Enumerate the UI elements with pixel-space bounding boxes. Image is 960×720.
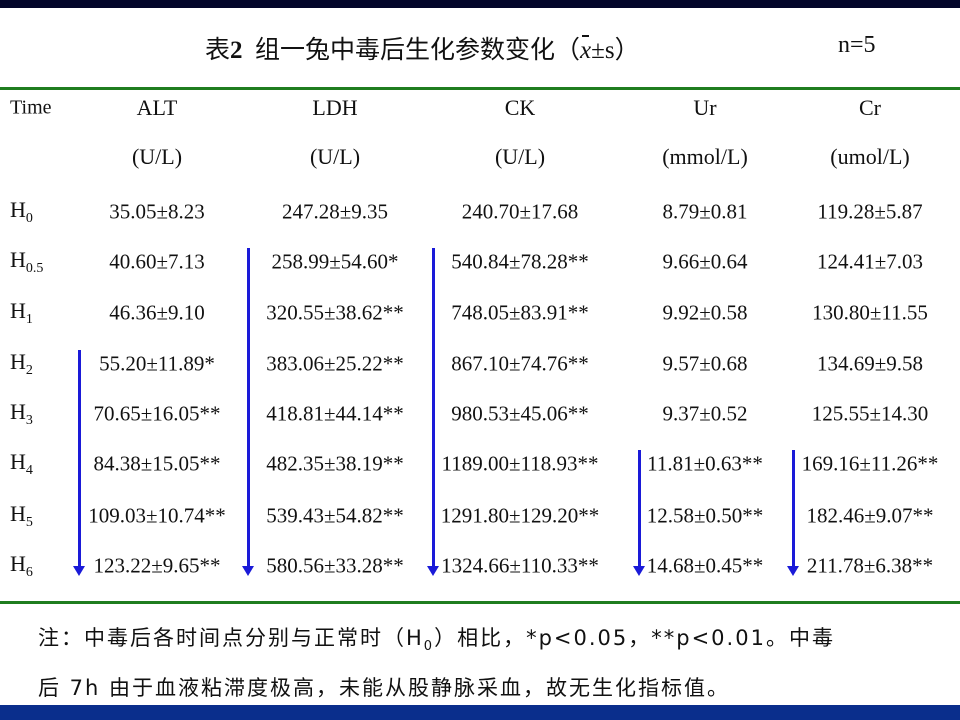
time-label: H xyxy=(10,297,26,323)
column-header-cr: Cr xyxy=(859,95,881,120)
row-time: H3 xyxy=(10,399,33,429)
row-time: H2 xyxy=(10,349,33,379)
table-cell: 84.38±15.05** xyxy=(93,451,221,476)
time-subscript: 4 xyxy=(25,463,33,479)
table-cell: 1189.00±118.93** xyxy=(441,451,599,476)
table-cell: 482.35±38.19** xyxy=(266,451,404,476)
table-cell: 70.65±16.05** xyxy=(93,401,221,426)
table-cell: 247.28±9.35 xyxy=(281,199,389,224)
title-prefix: 表 xyxy=(205,37,231,64)
time-label: H xyxy=(10,398,26,424)
row-time: H1 xyxy=(10,298,33,328)
table-cell: 383.06±25.22** xyxy=(266,351,404,376)
title-text: 组一兔中毒后生化参数变化（ xyxy=(255,37,581,64)
table-cell: 182.46±9.07** xyxy=(806,503,934,528)
trend-arrow-down-icon xyxy=(427,248,439,576)
table-cell: 134.69±9.58 xyxy=(816,351,924,376)
table-cell: 125.55±14.30 xyxy=(811,401,929,426)
column-header-ur: Ur xyxy=(693,95,717,120)
time-label: H xyxy=(10,246,26,272)
top-band xyxy=(0,0,960,8)
table-cell: 240.70±17.68 xyxy=(461,199,579,224)
trend-arrow-down-icon xyxy=(633,450,645,576)
table-cell: 169.16±11.26** xyxy=(801,451,939,476)
column-header-alt: ALT xyxy=(136,95,178,120)
time-label: H xyxy=(10,448,26,474)
note-text: ）相比，*p<0.05，**p<0.01。中毒 xyxy=(434,626,835,650)
table-cell: 258.99±54.60* xyxy=(271,249,399,274)
column-header-ck: CK xyxy=(504,95,536,120)
table-cell: 35.05±8.23 xyxy=(109,199,205,224)
bottom-band xyxy=(0,705,960,720)
table-cell: 9.66±0.64 xyxy=(662,249,748,274)
table-cell: 1291.80±129.20** xyxy=(440,503,600,528)
table-cell: 539.43±54.82** xyxy=(266,503,404,528)
row-time: H0 xyxy=(10,197,33,227)
divider-bottom xyxy=(0,601,960,604)
title-xbar: x xyxy=(580,35,592,64)
table-cell: 55.20±11.89* xyxy=(99,351,215,376)
table-cell: 8.79±0.81 xyxy=(662,199,748,224)
time-subscript: 3 xyxy=(25,413,33,429)
trend-arrow-down-icon xyxy=(73,350,85,576)
note-line-2: 后 7h 由于血液粘滞度极高，未能从股静脉采血，故无生化指标值。 xyxy=(38,676,731,700)
row-time: H6 xyxy=(10,551,33,581)
note-text: 注：中毒后各时间点分别与正常时（H xyxy=(38,626,424,650)
time-subscript: 5 xyxy=(25,515,33,531)
column-unit: (umol/L) xyxy=(830,144,910,169)
table-cell: 12.58±0.50** xyxy=(646,503,764,528)
table-cell: 11.81±0.63** xyxy=(647,451,763,476)
table-cell: 123.22±9.65** xyxy=(93,553,221,578)
table-cell: 40.60±7.13 xyxy=(109,249,205,274)
table-cell: 9.92±0.58 xyxy=(662,300,748,325)
sample-size: n=5 xyxy=(838,32,876,58)
time-label: H xyxy=(10,500,26,526)
time-subscript: 6 xyxy=(25,565,33,581)
time-subscript: 1 xyxy=(25,312,33,328)
time-subscript: 0 xyxy=(25,211,33,227)
table-cell: 211.78±6.38** xyxy=(806,553,934,578)
row-time: H4 xyxy=(10,449,33,479)
table-cell: 109.03±10.74** xyxy=(88,503,226,528)
table-cell: 119.28±5.87 xyxy=(817,199,923,224)
table-cell: 130.80±11.55 xyxy=(812,300,928,325)
time-label: H xyxy=(10,550,26,576)
row-time: H0.5 xyxy=(10,247,43,277)
table-cell: 748.05±83.91** xyxy=(451,300,589,325)
table-cell: 46.36±9.10 xyxy=(109,300,205,325)
table-cell: 540.84±78.28** xyxy=(451,249,589,274)
table-cell: 580.56±33.28** xyxy=(266,553,404,578)
table-cell: 867.10±74.76** xyxy=(451,351,589,376)
table-cell: 320.55±38.62** xyxy=(266,300,404,325)
time-subscript: 2 xyxy=(25,363,33,379)
table-cell: 9.57±0.68 xyxy=(662,351,748,376)
table-cell: 980.53±45.06** xyxy=(451,401,589,426)
table-cell: 1324.66±110.33** xyxy=(441,553,599,578)
column-unit: (U/L) xyxy=(309,144,361,169)
note-sub: 0 xyxy=(423,639,435,655)
column-unit: (mmol/L) xyxy=(662,144,748,169)
table-cell: 9.37±0.52 xyxy=(662,401,748,426)
column-unit: (U/L) xyxy=(494,144,546,169)
time-label: H xyxy=(10,348,26,374)
time-label: H xyxy=(10,196,26,222)
column-header-ldh: LDH xyxy=(312,95,358,120)
divider-top xyxy=(0,87,960,90)
trend-arrow-down-icon xyxy=(242,248,254,576)
note-line-1: 注：中毒后各时间点分别与正常时（H0）相比，*p<0.05，**p<0.01。中… xyxy=(38,622,835,654)
title-pm: ±s） xyxy=(591,37,640,64)
table-title: 表2 组一兔中毒后生化参数变化（x±s） xyxy=(205,30,640,66)
trend-arrow-down-icon xyxy=(787,450,799,576)
column-header-time: Time xyxy=(10,96,52,119)
column-unit: (U/L) xyxy=(131,144,183,169)
time-subscript: 0.5 xyxy=(25,261,44,277)
table-cell: 14.68±0.45** xyxy=(646,553,764,578)
title-number: 2 xyxy=(230,37,243,64)
row-time: H5 xyxy=(10,501,33,531)
table-cell: 418.81±44.14** xyxy=(266,401,404,426)
table-cell: 124.41±7.03 xyxy=(816,249,924,274)
